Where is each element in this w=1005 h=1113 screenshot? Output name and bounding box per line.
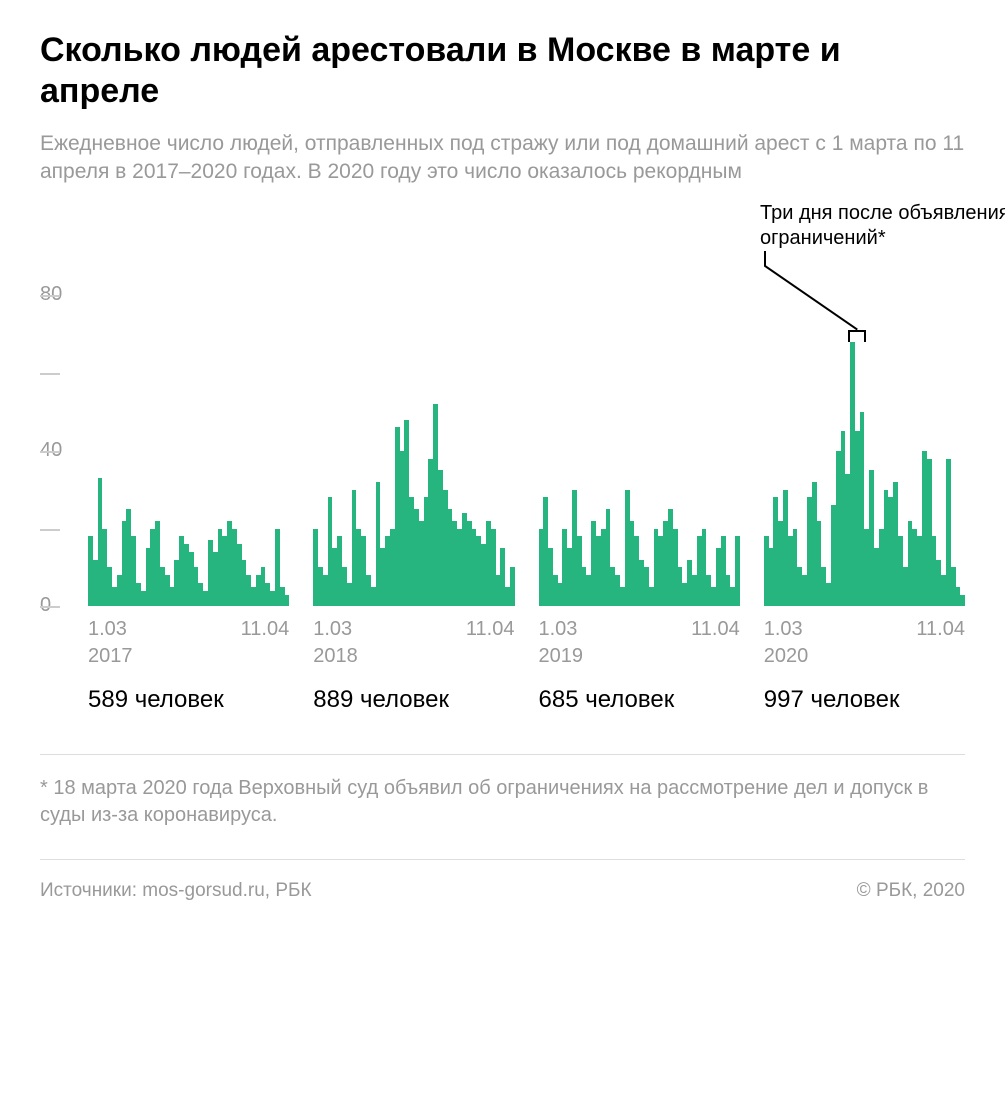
x-label-end: 11.04 xyxy=(466,618,515,641)
chart-panels: 1.03 11.04 2017 589 человек 1.03 11.04 2018 889… xyxy=(88,256,965,714)
bar xyxy=(735,536,740,606)
annotation-bracket xyxy=(848,330,866,342)
copyright-text: © РБК, 2020 xyxy=(857,880,965,902)
x-label-start: 1.03 xyxy=(313,618,352,641)
chart-footnote: * 18 марта 2020 года Верховный суд объяв… xyxy=(40,775,965,829)
x-labels: 1.03 11.04 xyxy=(88,618,289,641)
bars-group xyxy=(539,256,740,606)
x-labels: 1.03 11.04 xyxy=(539,618,740,641)
panel-total: 685 человек xyxy=(539,686,740,714)
y-tick-line xyxy=(40,451,60,453)
y-tick-line xyxy=(40,606,60,608)
chart-panel: 1.03 11.04 2019 685 человек xyxy=(539,256,740,714)
chart-panel: 1.03 11.04 2018 889 человек xyxy=(313,256,514,714)
x-label-end: 11.04 xyxy=(691,618,740,641)
x-label-start: 1.03 xyxy=(539,618,578,641)
x-labels: 1.03 11.04 xyxy=(313,618,514,641)
x-year-label: 2019 xyxy=(539,645,740,668)
bars-group xyxy=(764,256,965,606)
bar xyxy=(285,595,290,607)
x-label-end: 11.04 xyxy=(241,618,290,641)
chart-panel: 1.03 11.04 2017 589 человек xyxy=(88,256,289,714)
bars-group xyxy=(313,256,514,606)
y-axis: 04080 xyxy=(40,256,80,606)
divider xyxy=(40,859,965,860)
source-text: Источники: mos-gorsud.ru, РБК xyxy=(40,880,312,902)
panel-total: 889 человек xyxy=(313,686,514,714)
divider xyxy=(40,754,965,755)
x-label-start: 1.03 xyxy=(88,618,127,641)
chart-container: Три дня после объявления ограничений* 04… xyxy=(40,256,965,714)
y-tick-line xyxy=(40,373,60,375)
source-row: Источники: mos-gorsud.ru, РБК © РБК, 202… xyxy=(40,880,965,902)
y-tick-line xyxy=(40,529,60,531)
y-tick-line xyxy=(40,295,60,297)
bars-group xyxy=(88,256,289,606)
chart-annotation: Три дня после объявления ограничений* xyxy=(760,201,1005,251)
bar xyxy=(960,595,965,607)
x-year-label: 2017 xyxy=(88,645,289,668)
chart-subtitle: Ежедневное число людей, отправленных под… xyxy=(40,130,965,187)
panel-total: 997 человек xyxy=(764,686,965,714)
x-year-label: 2020 xyxy=(764,645,965,668)
x-year-label: 2018 xyxy=(313,645,514,668)
panel-total: 589 человек xyxy=(88,686,289,714)
chart-panel: 1.03 11.04 2020 997 человек xyxy=(764,256,965,714)
x-label-start: 1.03 xyxy=(764,618,803,641)
bar xyxy=(510,567,515,606)
chart-title: Сколько людей арестовали в Москве в март… xyxy=(40,30,965,112)
x-label-end: 11.04 xyxy=(916,618,965,641)
x-labels: 1.03 11.04 xyxy=(764,618,965,641)
